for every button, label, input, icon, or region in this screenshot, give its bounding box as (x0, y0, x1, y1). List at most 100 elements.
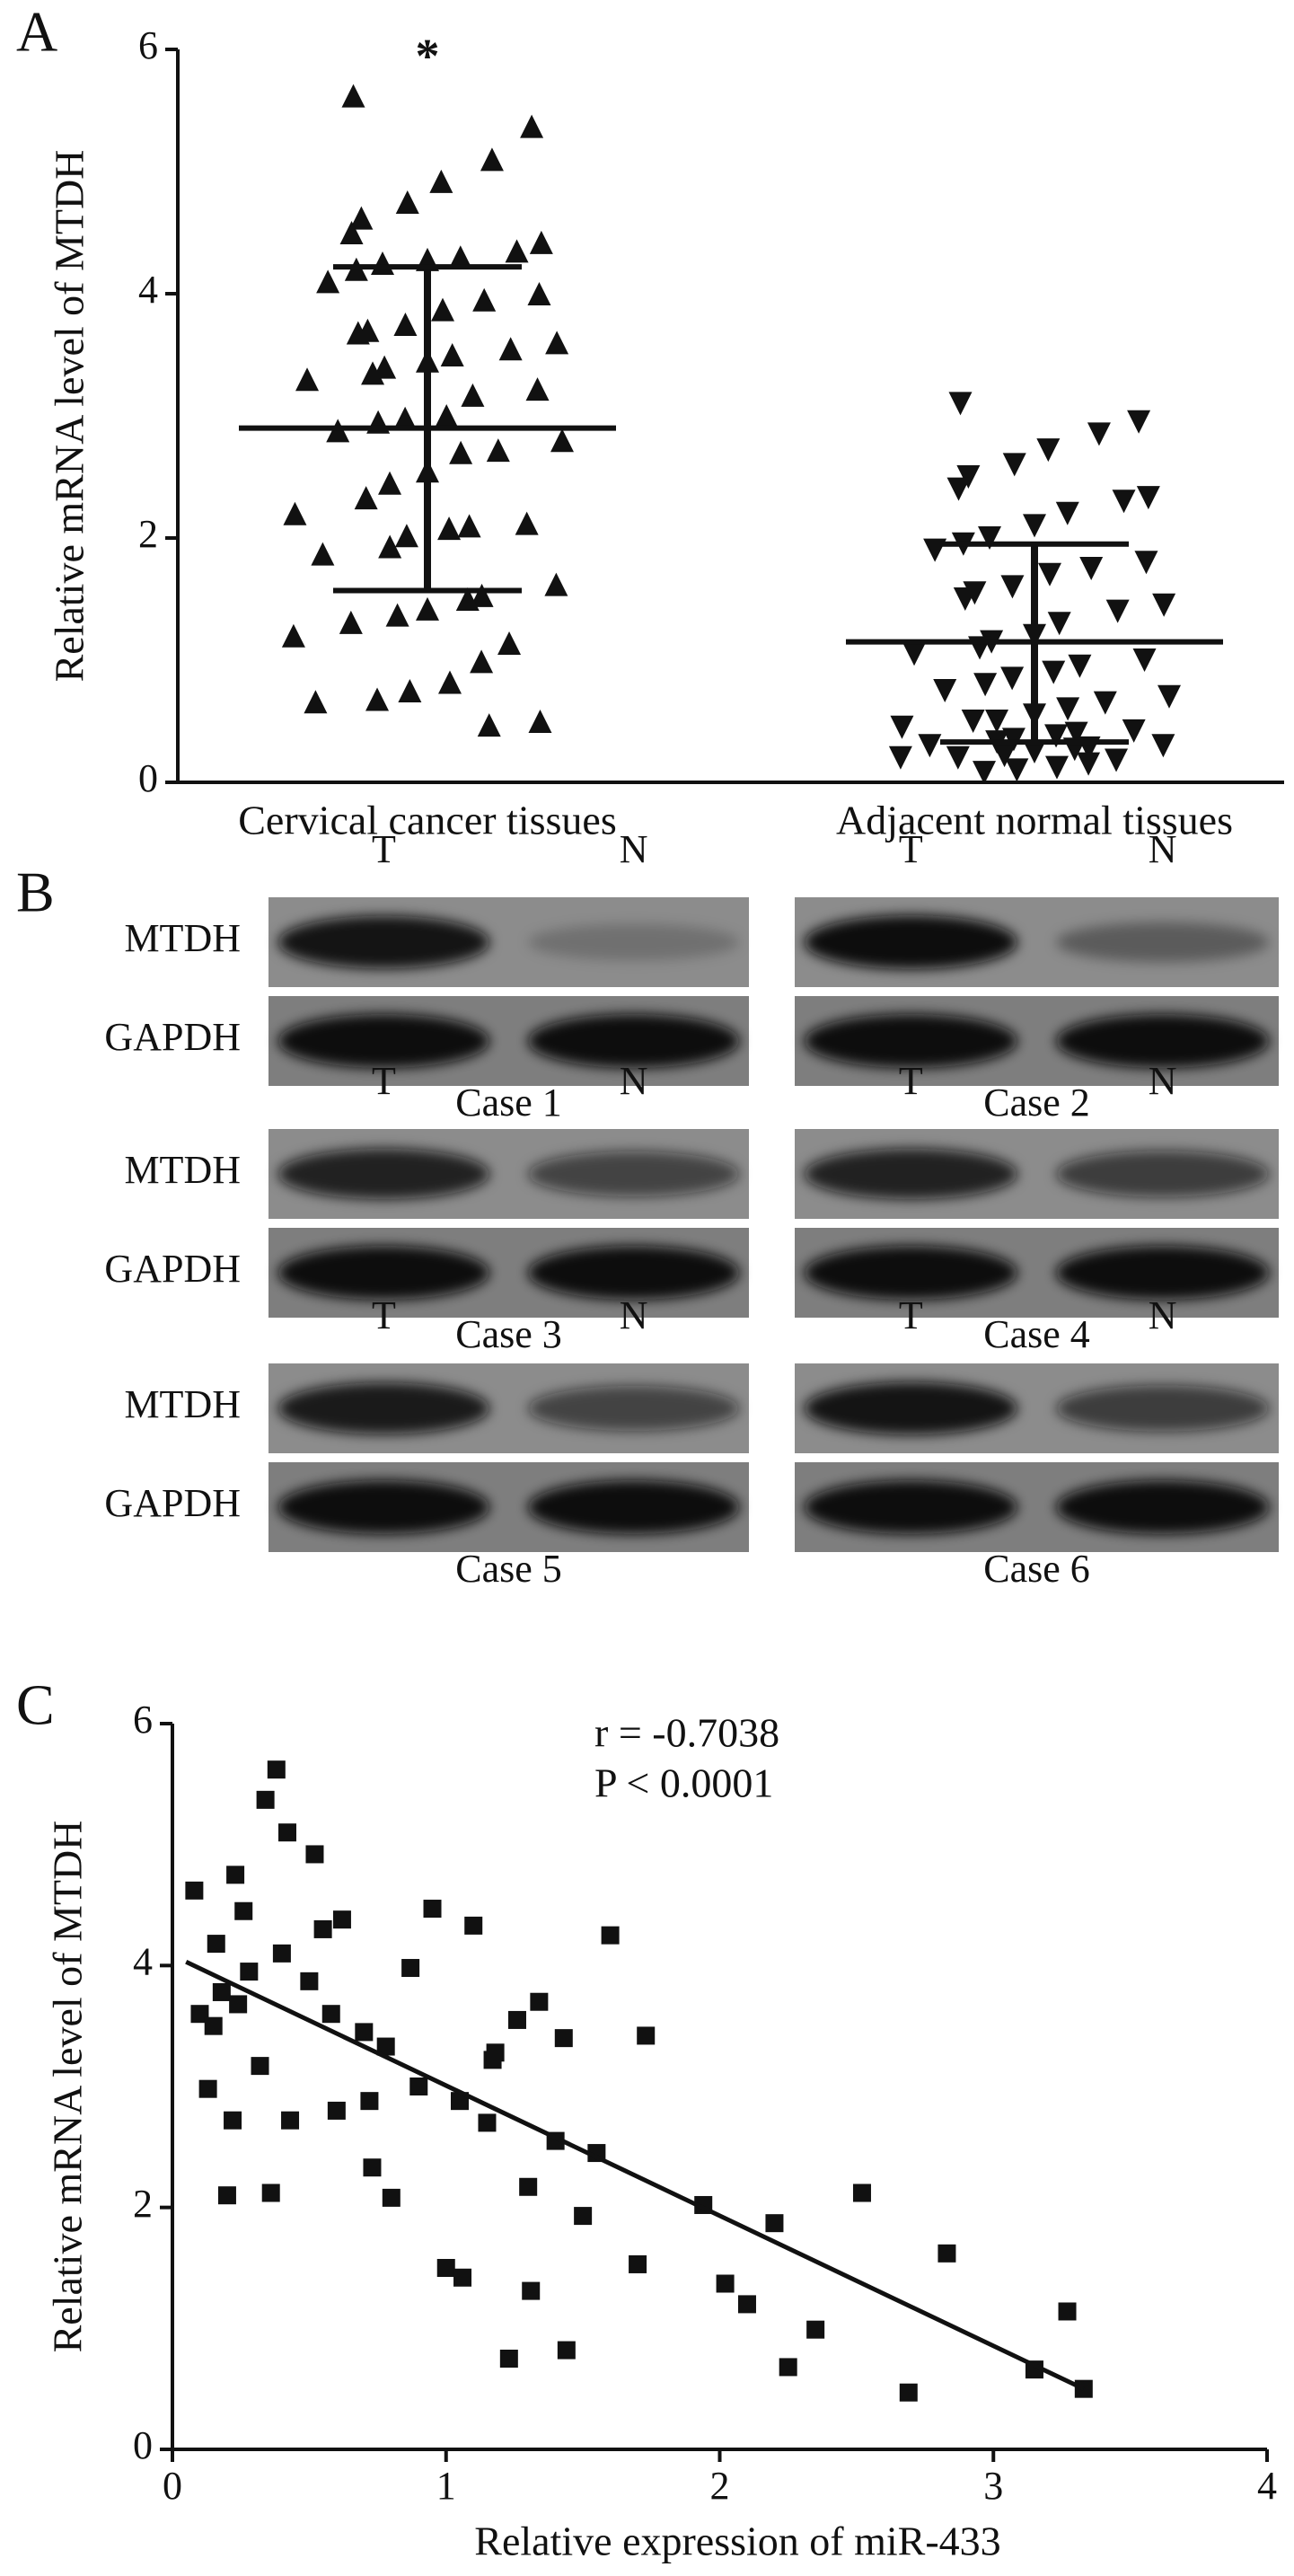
data-point (207, 1935, 225, 1954)
data-point (1058, 2302, 1077, 2321)
data-point (557, 2341, 576, 2360)
data-point (313, 1919, 332, 1938)
data-point (277, 1823, 296, 1842)
data-point (256, 1790, 275, 1809)
y-axis-label: Relative mRNA level of MTDH (45, 1821, 91, 2353)
blot-band (804, 915, 1017, 969)
data-point (437, 516, 462, 541)
blot-band (1056, 922, 1270, 963)
data-point (261, 2183, 280, 2202)
data-point (477, 713, 501, 737)
data-point (395, 190, 419, 214)
blot-band (804, 1014, 1017, 1068)
data-point (435, 404, 459, 428)
data-point (574, 2207, 593, 2226)
data-point (918, 734, 942, 758)
data-point (224, 2111, 242, 2130)
data-point (973, 761, 997, 785)
row-label: MTDH (124, 916, 241, 960)
blot-band (527, 1246, 740, 1300)
data-point (470, 583, 494, 607)
lane-label: N (620, 1293, 648, 1337)
blot-band (804, 1381, 1017, 1435)
data-point (1047, 612, 1071, 636)
row-label: GAPDH (104, 1481, 241, 1525)
data-point (629, 2254, 647, 2273)
data-point (339, 610, 363, 634)
data-point (933, 679, 957, 702)
data-point (385, 603, 409, 627)
data-point (409, 2078, 428, 2095)
data-point (382, 2188, 401, 2207)
data-point (973, 673, 998, 697)
data-point (1105, 599, 1130, 623)
data-point (461, 383, 485, 407)
data-point (283, 501, 307, 525)
data-point (1055, 501, 1079, 525)
x-tick-label: 4 (1257, 2464, 1277, 2508)
annotation: * (416, 29, 440, 83)
data-point (440, 343, 464, 366)
data-point (505, 239, 529, 263)
y-tick-label: 6 (133, 1698, 153, 1742)
data-point (1023, 514, 1046, 538)
data-point (436, 2259, 455, 2277)
blot-band (1056, 1246, 1270, 1300)
data-point (601, 1926, 620, 1945)
case-label: Case 6 (983, 1547, 1090, 1591)
data-point (281, 623, 305, 648)
data-point (1157, 684, 1181, 709)
data-point (217, 2186, 236, 2205)
data-point (349, 206, 374, 230)
data-point (376, 2037, 395, 2056)
data-point (890, 715, 914, 739)
data-point (528, 710, 552, 733)
data-point (937, 2244, 956, 2263)
annotation: P < 0.0001 (594, 1760, 773, 1806)
data-point (1093, 691, 1117, 715)
data-point (300, 1972, 319, 1990)
data-point (1000, 666, 1025, 691)
row-label: MTDH (124, 1382, 241, 1426)
data-point (1152, 593, 1176, 617)
data-point (429, 169, 453, 193)
lane-label: N (620, 1059, 648, 1103)
data-point (341, 84, 365, 108)
panel-label: C (16, 1673, 55, 1737)
panel-label: A (16, 0, 57, 64)
data-point (530, 1992, 549, 2011)
data-point (1005, 758, 1029, 782)
data-point (554, 2029, 573, 2048)
blot-band (804, 1246, 1017, 1300)
data-point (545, 331, 569, 355)
x-tick-label: 0 (163, 2464, 182, 2508)
data-point (449, 440, 473, 464)
data-point (1079, 557, 1104, 580)
data-point (956, 465, 981, 489)
data-point (321, 2005, 340, 2024)
data-point (515, 511, 539, 535)
data-point (1068, 654, 1092, 678)
data-point (470, 649, 494, 674)
data-point (946, 745, 970, 770)
case-label: Case 1 (455, 1081, 562, 1125)
data-point (716, 2274, 735, 2293)
data-point (332, 1910, 351, 1929)
data-point (423, 1900, 442, 1919)
fit-line (185, 1960, 1085, 2391)
data-point (311, 542, 335, 566)
data-point (371, 251, 395, 275)
data-point (272, 1944, 291, 1963)
lane-label: T (899, 1293, 923, 1337)
lane-label: T (899, 1059, 923, 1103)
data-point (1127, 410, 1151, 434)
x-tick-label: Cervical cancer tissues (238, 798, 616, 843)
data-point (295, 367, 320, 392)
data-point (899, 2383, 918, 2402)
data-point (204, 2016, 223, 2035)
data-point (240, 1963, 259, 1981)
data-point (1044, 724, 1069, 748)
data-point (416, 596, 439, 621)
data-point (963, 581, 987, 605)
data-point (267, 1760, 286, 1779)
